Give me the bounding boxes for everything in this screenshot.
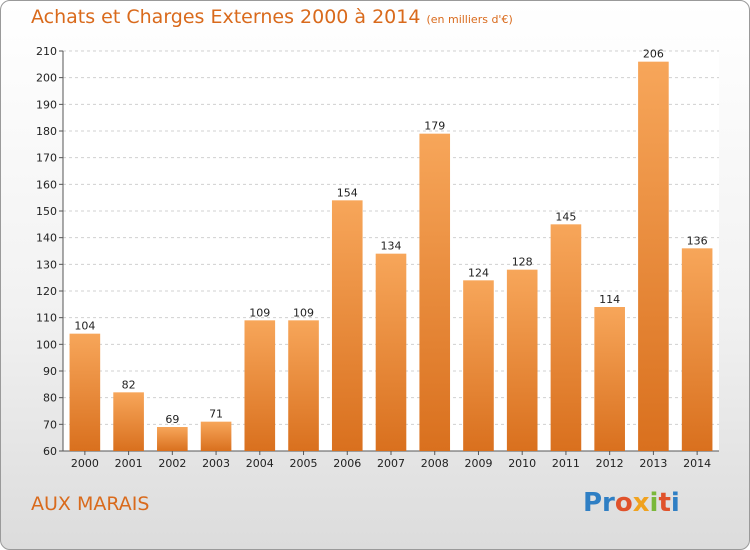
bar [157,427,188,451]
logo-part-1: Pr [583,488,615,518]
chart-title-row: Achats et Charges Externes 2000 à 2014 (e… [31,6,513,28]
x-tick-label: 2003 [202,457,230,470]
chart-title: Achats et Charges Externes 2000 à 2014 [31,6,421,28]
bar [550,224,582,451]
bar [244,320,276,451]
y-tick-label: 100 [36,338,57,351]
bar-value-label: 114 [599,293,620,306]
x-tick-label: 2000 [71,457,99,470]
x-tick-label: 2012 [596,457,624,470]
bar-value-label: 82 [122,378,136,391]
y-tick-label: 90 [43,365,57,378]
x-tick-label: 2002 [158,457,186,470]
bar [594,307,625,451]
y-tick-label: 80 [43,392,57,405]
logo-part-6: i [670,488,680,518]
y-tick-label: 170 [36,152,57,165]
y-tick-label: 60 [43,445,57,458]
bar-value-label: 104 [74,320,95,333]
bar-value-label: 71 [209,408,223,421]
y-tick-label: 190 [36,98,57,111]
bar [331,200,363,451]
bar-value-label: 154 [337,186,358,199]
bar-value-label: 69 [165,413,179,426]
bar-value-label: 136 [687,234,708,247]
y-tick-label: 160 [36,178,57,191]
bar [113,392,144,451]
logo-part-3: x [632,488,650,518]
x-tick-label: 2010 [508,457,536,470]
y-tick-label: 180 [36,125,57,138]
logo-part-5: t [658,488,671,518]
bar [638,61,669,452]
x-tick-label: 2013 [639,457,667,470]
x-tick-label: 2014 [683,457,711,470]
y-tick-label: 110 [36,312,57,325]
y-tick-label: 210 [36,45,57,58]
y-tick-label: 120 [36,285,57,298]
bar-value-label: 134 [381,240,402,253]
bar-value-label: 128 [512,256,533,269]
x-tick-label: 2006 [333,457,361,470]
place-name: AUX MARAIS [31,493,150,515]
bar-value-label: 206 [643,48,664,61]
bar-value-label: 179 [424,120,445,133]
y-tick-label: 200 [36,72,57,85]
x-tick-label: 2011 [552,457,580,470]
bar-value-label: 124 [468,266,489,279]
chart-subtitle: (en milliers d'€) [426,13,513,26]
bar [419,133,451,451]
bar [288,320,319,451]
y-tick-label: 140 [36,232,57,245]
x-tick-label: 2001 [115,457,143,470]
proxiti-logo: Proxiti [583,488,680,518]
x-tick-label: 2009 [464,457,492,470]
x-tick-label: 2005 [290,457,318,470]
bar [375,253,407,451]
y-tick-label: 70 [43,418,57,431]
bar [200,421,232,451]
bar [69,333,101,451]
x-tick-label: 2007 [377,457,405,470]
bar-value-label: 145 [555,210,576,223]
logo-part-2: o [614,488,633,518]
y-tick-label: 150 [36,205,57,218]
x-tick-label: 2004 [246,457,274,470]
y-tick-label: 130 [36,258,57,271]
bar [463,280,494,451]
x-tick-label: 2008 [421,457,449,470]
bar [506,269,538,451]
bar [681,248,713,451]
logo-part-4: i [649,488,659,518]
bar-value-label: 109 [293,306,314,319]
bar-value-label: 109 [249,306,270,319]
